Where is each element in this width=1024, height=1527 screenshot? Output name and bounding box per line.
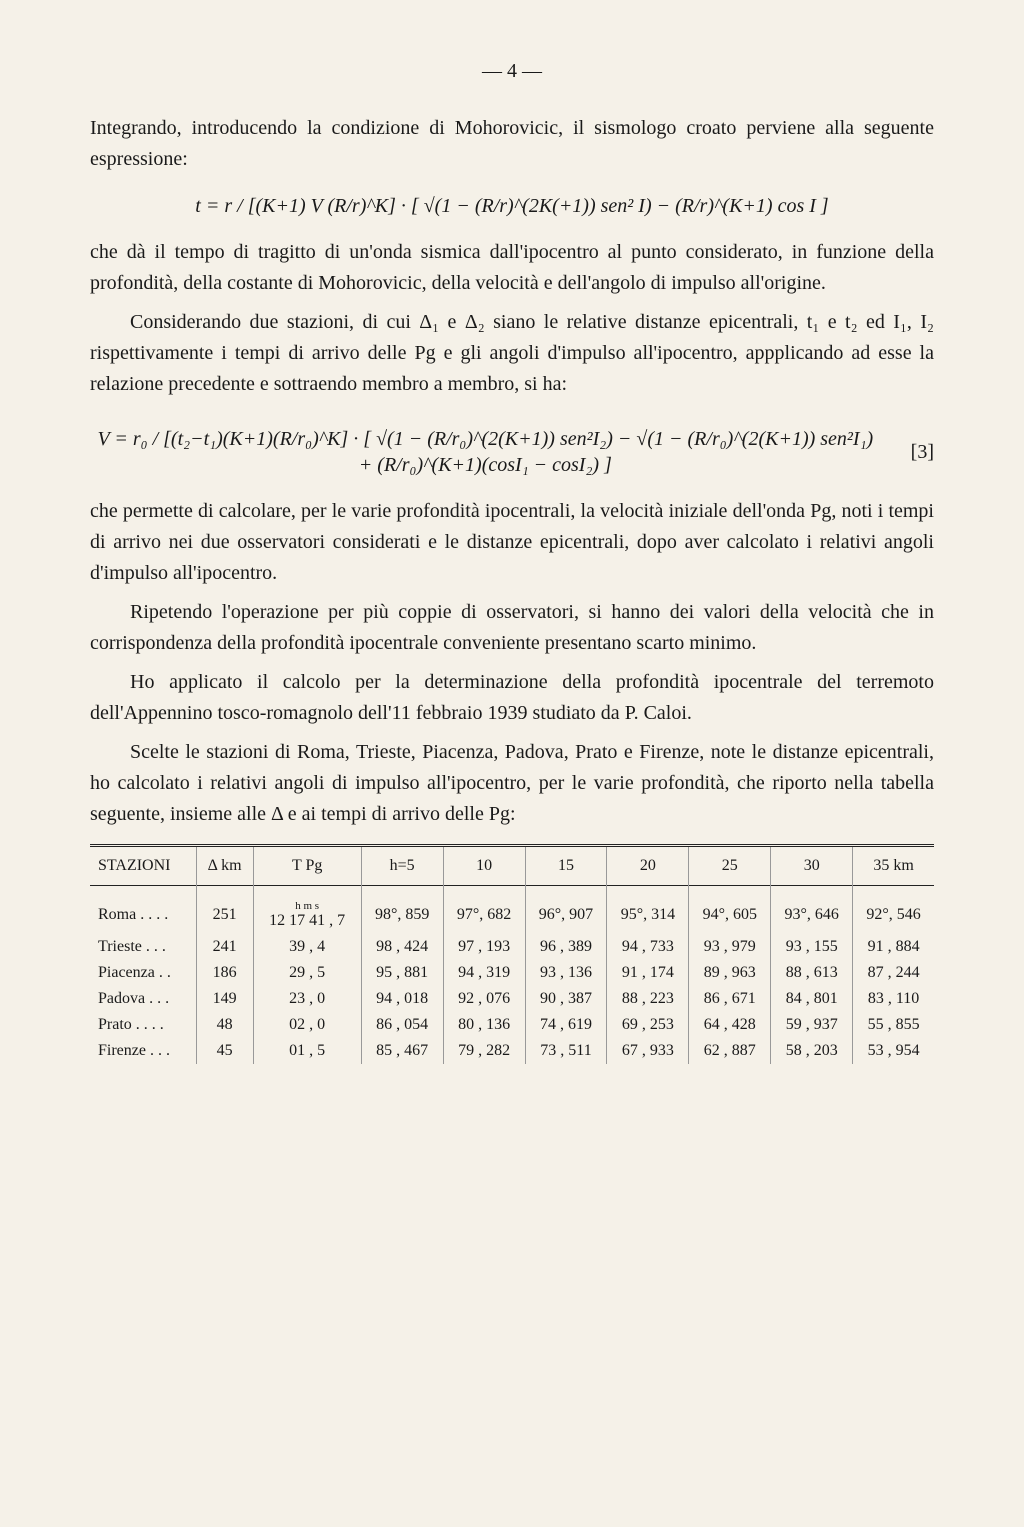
table-cell: 48 (196, 1012, 253, 1038)
table-cell: 29 , 5 (253, 960, 361, 986)
table-cell: 39 , 4 (253, 934, 361, 960)
table-cell: Padova . . . (90, 986, 196, 1012)
table-cell: 88 , 223 (607, 986, 689, 1012)
paragraph-6: Ho applicato il calcolo per la determina… (90, 667, 934, 729)
table-cell: 97°, 682 (443, 886, 525, 935)
table-cell: 92 , 076 (443, 986, 525, 1012)
col-h10: 10 (443, 846, 525, 886)
table-row: Piacenza . .18629 , 595 , 88194 , 31993 … (90, 960, 934, 986)
table-cell: 88 , 613 (771, 960, 853, 986)
table-cell: 89 , 963 (689, 960, 771, 986)
table-cell: 93 , 155 (771, 934, 853, 960)
col-h15: 15 (525, 846, 607, 886)
table-cell: Prato . . . . (90, 1012, 196, 1038)
tpg-value: 12 17 41 , 7 (260, 912, 355, 930)
paragraph-5: Ripetendo l'operazione per più coppie di… (90, 597, 934, 659)
table-row: Padova . . .14923 , 094 , 01892 , 07690 … (90, 986, 934, 1012)
paragraph-1: Integrando, introducendo la condizione d… (90, 113, 934, 175)
table-cell: 96°, 907 (525, 886, 607, 935)
table-cell: 85 , 467 (361, 1038, 443, 1064)
col-stazioni: STAZIONI (90, 846, 196, 886)
table-cell: 91 , 884 (853, 934, 934, 960)
col-tpg: T Pg (253, 846, 361, 886)
formula-1: t = r / [(K+1) V (R/r)^K] · [ √(1 − (R/r… (90, 193, 934, 219)
table-cell: 98°, 859 (361, 886, 443, 935)
table-header: STAZIONI Δ km T Pg h=5 10 15 20 25 30 35… (90, 846, 934, 886)
table-cell: 73 , 511 (525, 1038, 607, 1064)
paragraph-4: che permette di calcolare, per le varie … (90, 496, 934, 589)
table-cell: 241 (196, 934, 253, 960)
paragraph-7: Scelte le stazioni di Roma, Trieste, Pia… (90, 737, 934, 830)
table-row: Roma . . . .251h m s12 17 41 , 798°, 859… (90, 886, 934, 935)
table-cell: 45 (196, 1038, 253, 1064)
table-cell: 186 (196, 960, 253, 986)
page: — 4 — Integrando, introducendo la condiz… (0, 0, 1024, 1527)
table-cell: 62 , 887 (689, 1038, 771, 1064)
table-cell: 93°, 646 (771, 886, 853, 935)
formula-2-block: V = r₀ / [(t₂−t₁)(K+1)(R/r₀)^K] · [ √(1 … (90, 408, 934, 496)
table-cell: Trieste . . . (90, 934, 196, 960)
table-cell: 83 , 110 (853, 986, 934, 1012)
col-h30: 30 (771, 846, 853, 886)
table-cell: Firenze . . . (90, 1038, 196, 1064)
table-cell: 87 , 244 (853, 960, 934, 986)
formula-1-text: t = r / [(K+1) V (R/r)^K] · [ √(1 − (R/r… (195, 195, 828, 217)
formula-2-text: V = r₀ / [(t₂−t₁)(K+1)(R/r₀)^K] · [ √(1 … (97, 428, 873, 476)
tpg-units: h m s (260, 900, 355, 912)
table-cell: 90 , 387 (525, 986, 607, 1012)
table-cell: 94°, 605 (689, 886, 771, 935)
table-header-row: STAZIONI Δ km T Pg h=5 10 15 20 25 30 35… (90, 846, 934, 886)
table-cell: 94 , 319 (443, 960, 525, 986)
table-cell: 251 (196, 886, 253, 935)
paragraph-2: che dà il tempo di tragitto di un'onda s… (90, 237, 934, 299)
table-cell: 02 , 0 (253, 1012, 361, 1038)
table-cell: 97 , 193 (443, 934, 525, 960)
table-cell: 93 , 979 (689, 934, 771, 960)
table-cell: 55 , 855 (853, 1012, 934, 1038)
col-h25: 25 (689, 846, 771, 886)
table-cell: 59 , 937 (771, 1012, 853, 1038)
table-row: Trieste . . .24139 , 498 , 42497 , 19396… (90, 934, 934, 960)
table-cell: 79 , 282 (443, 1038, 525, 1064)
table-cell: 86 , 054 (361, 1012, 443, 1038)
col-delta-km: Δ km (196, 846, 253, 886)
table-cell: 94 , 018 (361, 986, 443, 1012)
table-cell: 80 , 136 (443, 1012, 525, 1038)
table-cell: 98 , 424 (361, 934, 443, 960)
table-cell: 23 , 0 (253, 986, 361, 1012)
table-cell: 94 , 733 (607, 934, 689, 960)
formula-2-label: [3] (911, 441, 934, 464)
table-cell: 64 , 428 (689, 1012, 771, 1038)
table-cell: 84 , 801 (771, 986, 853, 1012)
table-cell: Piacenza . . (90, 960, 196, 986)
col-h5: h=5 (361, 846, 443, 886)
table-row: Prato . . . .4802 , 086 , 05480 , 13674 … (90, 1012, 934, 1038)
table-cell: 01 , 5 (253, 1038, 361, 1064)
table-cell: 95 , 881 (361, 960, 443, 986)
table-cell: 86 , 671 (689, 986, 771, 1012)
paragraph-3: Considerando due stazioni, di cui Δ₁ e Δ… (90, 307, 934, 400)
formula-2: V = r₀ / [(t₂−t₁)(K+1)(R/r₀)^K] · [ √(1 … (90, 426, 881, 478)
table-cell: 58 , 203 (771, 1038, 853, 1064)
table-cell: 93 , 136 (525, 960, 607, 986)
col-h20: 20 (607, 846, 689, 886)
table-cell: 91 , 174 (607, 960, 689, 986)
col-h35: 35 km (853, 846, 934, 886)
table-cell: 96 , 389 (525, 934, 607, 960)
data-table: STAZIONI Δ km T Pg h=5 10 15 20 25 30 35… (90, 844, 934, 1064)
page-number: — 4 — (90, 60, 934, 83)
table-cell: 95°, 314 (607, 886, 689, 935)
table-cell: 67 , 933 (607, 1038, 689, 1064)
table-cell: 69 , 253 (607, 1012, 689, 1038)
table-cell: 53 , 954 (853, 1038, 934, 1064)
table-body: Roma . . . .251h m s12 17 41 , 798°, 859… (90, 886, 934, 1065)
table-cell: Roma . . . . (90, 886, 196, 935)
table-row: Firenze . . .4501 , 585 , 46779 , 28273 … (90, 1038, 934, 1064)
table-cell: 92°, 546 (853, 886, 934, 935)
table-cell: h m s12 17 41 , 7 (253, 886, 361, 935)
table-cell: 74 , 619 (525, 1012, 607, 1038)
table-cell: 149 (196, 986, 253, 1012)
col-tpg-text: T Pg (292, 857, 322, 874)
